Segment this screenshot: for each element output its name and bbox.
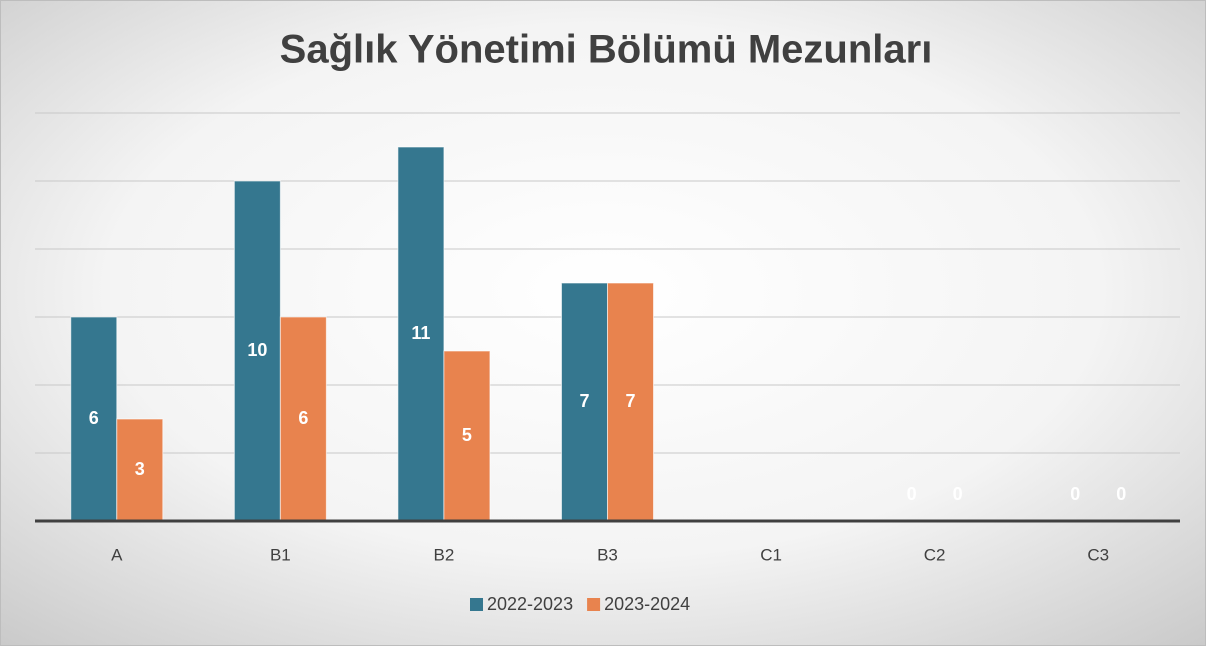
x-tick-label: B3 (597, 545, 618, 564)
data-label: 5 (462, 425, 472, 445)
data-label: 7 (579, 391, 589, 411)
bar (233, 180, 281, 522)
data-label: 6 (89, 408, 99, 428)
legend-label: 2023-2024 (604, 594, 690, 614)
bar (116, 418, 164, 522)
chart-title: Sağlık Yönetimi Bölümü Mezunları (280, 28, 933, 72)
legend-label: 2022-2023 (487, 594, 573, 614)
x-tick-label: B1 (270, 545, 291, 564)
data-label: 0 (907, 484, 917, 504)
bar (443, 350, 491, 522)
x-tick-label: C3 (1087, 545, 1109, 564)
data-label: 0 (953, 484, 963, 504)
data-label: 0 (1116, 484, 1126, 504)
data-label: 0 (1070, 484, 1080, 504)
data-label: 6 (298, 408, 308, 428)
bar (279, 316, 327, 522)
x-tick-label: B2 (434, 545, 455, 564)
legend-swatch (470, 598, 483, 611)
data-label: 11 (411, 323, 430, 343)
data-label: 10 (247, 340, 267, 360)
legend-swatch (587, 598, 601, 611)
data-label: 3 (135, 459, 145, 479)
data-label: 7 (625, 391, 635, 411)
x-tick-label: C2 (924, 545, 946, 564)
bar (561, 282, 608, 522)
x-tick-label: A (111, 545, 123, 564)
bar (397, 146, 445, 522)
x-tick-label: C1 (760, 545, 782, 564)
